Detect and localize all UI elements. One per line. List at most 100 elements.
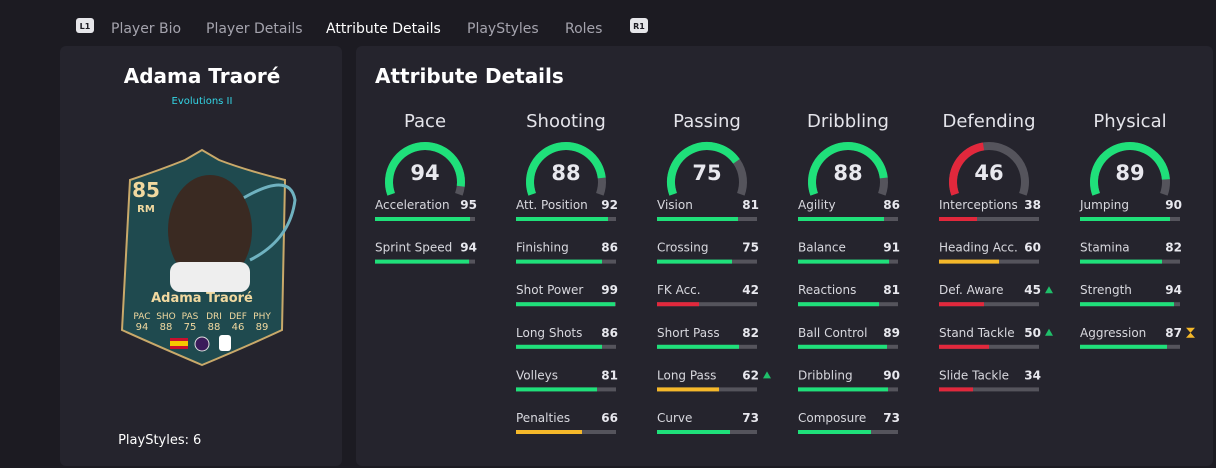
bar-fill <box>657 430 730 434</box>
attribute-name: Long Shots <box>516 326 582 340</box>
card-stat-value: 46 <box>232 322 245 333</box>
attribute-name: Strength <box>1080 283 1132 297</box>
bar-fill <box>1080 344 1167 349</box>
attribute-name: Def. Aware <box>939 283 1004 297</box>
trend-up-icon <box>1045 328 1053 336</box>
attribute-name: Ball Control <box>798 326 867 340</box>
attribute-name: Interceptions <box>939 198 1018 212</box>
group-rating: 89 <box>1115 161 1144 185</box>
attribute-name: Curve <box>657 411 692 425</box>
bar-fill <box>375 259 469 264</box>
attribute-name: Finishing <box>516 241 569 255</box>
attribute-value: 82 <box>742 326 759 340</box>
attribute-value: 92 <box>601 198 618 212</box>
card-stat-value: 88 <box>208 322 221 333</box>
tab[interactable]: Attribute Details <box>326 21 441 37</box>
button-icon <box>630 18 648 33</box>
bar-fill <box>657 259 732 264</box>
bar-track <box>657 302 757 307</box>
attribute-name: Penalties <box>516 411 570 425</box>
attribute-name: Long Pass <box>657 368 716 382</box>
attribute-name: Stand Tackle <box>939 326 1015 340</box>
card-rating: 85 <box>132 178 160 202</box>
group-name: Defending <box>942 111 1035 132</box>
attribute-value: 75 <box>742 241 759 255</box>
group-name: Dribbling <box>807 111 889 132</box>
bar-fill <box>516 387 597 392</box>
boost-icon <box>1186 327 1195 338</box>
gauge-fill <box>526 142 606 196</box>
gauge-fill <box>667 142 740 196</box>
attribute-value: 86 <box>883 198 900 212</box>
group-rating: 88 <box>551 161 580 185</box>
tab[interactable]: Player Bio <box>111 21 181 37</box>
group-rating: 94 <box>410 161 439 185</box>
player-card: 85 RM Adama Traoré <box>120 148 297 367</box>
bar-fill <box>516 430 582 434</box>
card-stat-value: 88 <box>160 322 173 333</box>
attribute-value: 86 <box>601 241 618 255</box>
attribute-value: 87 <box>1165 326 1182 340</box>
bar-fill <box>798 259 889 264</box>
attribute-value: 81 <box>883 283 900 297</box>
bar-fill <box>939 259 999 264</box>
card-stat-label: PHY <box>253 312 271 322</box>
league-icon <box>194 336 210 352</box>
attribute-name: Dribbling <box>798 368 853 382</box>
bar-fill <box>516 217 608 221</box>
attribute-name: Volleys <box>516 368 558 382</box>
tab[interactable]: Player Details <box>206 21 303 37</box>
tab[interactable]: Roles <box>565 21 602 37</box>
attribute-value: 73 <box>883 411 900 425</box>
bar-fill <box>939 344 989 349</box>
attribute-value: 66 <box>601 411 618 425</box>
group-rating: 75 <box>692 161 721 185</box>
attribute-value: 99 <box>601 283 618 297</box>
card-position: RM <box>137 204 155 215</box>
playstyles-label: PlayStyles: <box>118 433 189 448</box>
bar-fill <box>939 387 973 392</box>
bar-fill <box>516 302 615 307</box>
attribute-name: Stamina <box>1080 241 1130 255</box>
gauge-fill <box>808 142 888 196</box>
attribute-name: Aggression <box>1080 326 1146 340</box>
attribute-name: FK Acc. <box>657 283 701 297</box>
left-button: L1 <box>80 22 91 31</box>
bar-fill <box>657 217 738 221</box>
attribute-value: 86 <box>601 326 618 340</box>
card-stat-label: PAS <box>182 312 199 322</box>
group-name: Passing <box>673 111 741 132</box>
card-decoration <box>239 183 297 262</box>
player-subtitle: Evolutions II <box>172 96 233 107</box>
bar-track <box>939 302 1039 307</box>
bar-fill <box>1080 302 1174 307</box>
card-name: Adama Traoré <box>151 291 253 306</box>
attribute-value: 38 <box>1024 198 1041 212</box>
attribute-value: 91 <box>883 241 900 255</box>
card-stat-label: SHO <box>156 312 176 322</box>
bar-fill <box>516 344 602 349</box>
card-stat-value: 94 <box>136 322 149 333</box>
trend-up-icon <box>1045 286 1053 294</box>
bar-fill <box>1080 259 1162 264</box>
group-name: Physical <box>1093 111 1166 132</box>
bar-fill <box>798 302 879 307</box>
card-stat-value: 75 <box>184 322 197 333</box>
card-stat-label: DRI <box>206 312 222 322</box>
bar-fill <box>939 217 977 221</box>
bar-fill <box>798 217 884 221</box>
group-name: Pace <box>404 111 446 132</box>
card-stat-label: PAC <box>133 312 150 322</box>
attribute-name: Jumping <box>1079 198 1129 212</box>
attribute-value: 34 <box>1024 368 1041 382</box>
bar-fill <box>1080 217 1170 221</box>
tab[interactable]: PlayStyles <box>467 21 539 37</box>
attribute-value: 45 <box>1024 283 1041 297</box>
attribute-name: Slide Tackle <box>939 368 1009 382</box>
gauge-fill <box>385 142 465 196</box>
bar-fill <box>939 302 984 307</box>
attribute-value: 81 <box>601 368 618 382</box>
bar-fill <box>657 302 699 307</box>
bar-fill <box>657 387 719 392</box>
